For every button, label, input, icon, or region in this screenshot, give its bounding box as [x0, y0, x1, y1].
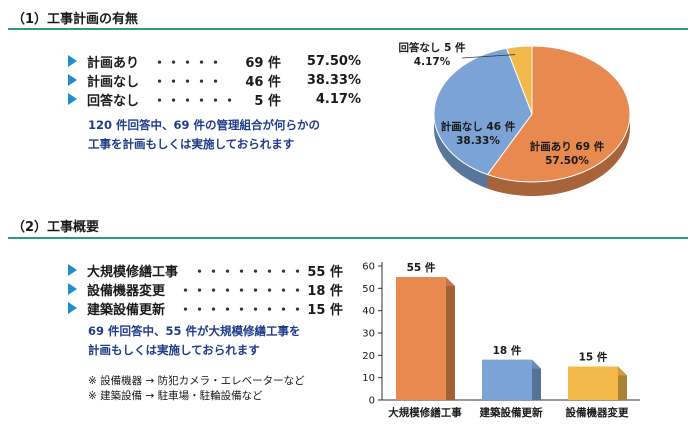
list-item: 計画なし ・・・・・ 46 件 38.33%: [68, 71, 361, 90]
section1-divider: [8, 28, 688, 30]
bar: [568, 366, 618, 400]
item-dots: ・・・・・・・・・: [179, 302, 306, 318]
pie-slice-percent: 4.17%: [414, 56, 451, 68]
y-tick-label: 0: [369, 396, 375, 407]
pie-slice: [433, 47, 533, 176]
triangle-bullet-icon: [68, 302, 77, 314]
item-count: 55 件: [307, 264, 343, 280]
item-dots: ・・・・・・・・・: [179, 283, 306, 299]
note-line: 計画もしくは実施しておられます: [88, 343, 260, 357]
pie-slice-label: 回答なし 5 件: [398, 41, 466, 54]
y-tick-label: 20: [362, 351, 375, 362]
y-tick-label: 50: [362, 284, 375, 295]
pie-slice-percent: 57.50%: [545, 155, 589, 167]
pie-slice: [486, 45, 631, 183]
note-line: 工事を計画もしくは実施しておられます: [88, 137, 295, 151]
pie-slice-label: 計画あり 69 件: [530, 140, 605, 153]
item-label: 建築設備更新: [87, 302, 166, 318]
item-count: 46 件: [245, 74, 281, 90]
note-line: 120 件回答中、69 件の管理組合が何らかの: [88, 118, 321, 132]
item-dots: ・・・・・: [153, 55, 224, 71]
item-label: 設備機器変更: [87, 283, 166, 299]
pie-slice-side: [434, 114, 488, 189]
item-label: 計画なし: [87, 74, 140, 90]
x-category-label: 大規模修繕工事: [388, 406, 462, 419]
item-count: 18 件: [307, 283, 343, 299]
item-percent: 57.50%: [306, 53, 361, 69]
bar-side: [532, 359, 541, 400]
item-count: 15 件: [307, 302, 343, 318]
list-item: 設備機器変更 ・・・・・・・・・ 18 件: [68, 280, 343, 299]
item-label: 回答なし: [87, 93, 140, 109]
triangle-bullet-icon: [68, 264, 77, 276]
item-percent: 4.17%: [315, 91, 361, 107]
bar: [396, 277, 446, 400]
x-category-label: 建築設備更新: [479, 406, 543, 419]
list-item: 計画あり ・・・・・ 69 件 57.50%: [68, 52, 361, 71]
leader-line: [461, 54, 516, 59]
item-dots: ・・・・・・: [153, 93, 238, 109]
footnote-line: ※ 建築設備 → 駐車場・駐輪設備など: [88, 390, 263, 402]
footnotes: ※ 設備機器 → 防犯カメラ・エレベーターなど ※ 建築設備 → 駐車場・駐輪設…: [88, 374, 305, 404]
pie-slice-side: [487, 114, 630, 196]
pie-slice: [505, 45, 533, 115]
list-item: 建築設備更新 ・・・・・・・・・ 15 件: [68, 299, 343, 318]
item-label: 計画あり: [87, 55, 140, 71]
y-tick-label: 60: [362, 262, 375, 273]
item-count: 69 件: [245, 55, 281, 71]
item-dots: ・・・・・: [153, 74, 224, 90]
bar-value-label: 15 件: [579, 351, 608, 364]
bar-side: [446, 277, 455, 400]
bar: [482, 359, 532, 400]
triangle-bullet-icon: [68, 283, 77, 295]
x-category-label: 設備機器変更: [566, 406, 629, 419]
section2-title: （2）工事概要: [12, 220, 100, 235]
bar-value-label: 55 件: [407, 261, 436, 274]
footnote-line: ※ 設備機器 → 防犯カメラ・エレベーターなど: [88, 375, 305, 387]
item-count: 5 件: [254, 93, 281, 109]
list-item: 回答なし ・・・・・・ 5 件 4.17%: [68, 90, 361, 109]
pie-chart: 計画あり 69 件 57.50% 計画なし 46 件 38.33% 回答なし 5 件 4.…: [398, 41, 631, 196]
item-dots: ・・・・・・・・: [193, 264, 306, 280]
note-line: 69 件回答中、55 件が大規模修繕工事を: [88, 324, 301, 338]
item-percent: 38.33%: [306, 72, 361, 88]
triangle-bullet-icon: [68, 55, 77, 67]
section2-divider: [8, 237, 688, 239]
y-tick-label: 10: [362, 373, 375, 384]
y-tick-label: 40: [362, 306, 375, 317]
section1-title: （1）工事計画の有無: [12, 12, 139, 27]
pie-slice-label: 計画なし 46 件: [441, 120, 516, 133]
pie-slice-percent: 38.33%: [456, 135, 500, 147]
list-item: 大規模修繕工事 ・・・・・・・・ 55 件: [68, 261, 343, 280]
triangle-bullet-icon: [68, 93, 77, 105]
triangle-bullet-icon: [68, 74, 77, 86]
y-tick-label: 30: [362, 329, 375, 340]
section1-note: 120 件回答中、69 件の管理組合が何らかの 工事を計画もしくは実施しておられ…: [88, 116, 320, 154]
bar-value-label: 18 件: [493, 344, 522, 357]
section2-note: 69 件回答中、55 件が大規模修繕工事を 計画もしくは実施しておられます: [88, 322, 301, 360]
item-label: 大規模修繕工事: [87, 264, 179, 280]
